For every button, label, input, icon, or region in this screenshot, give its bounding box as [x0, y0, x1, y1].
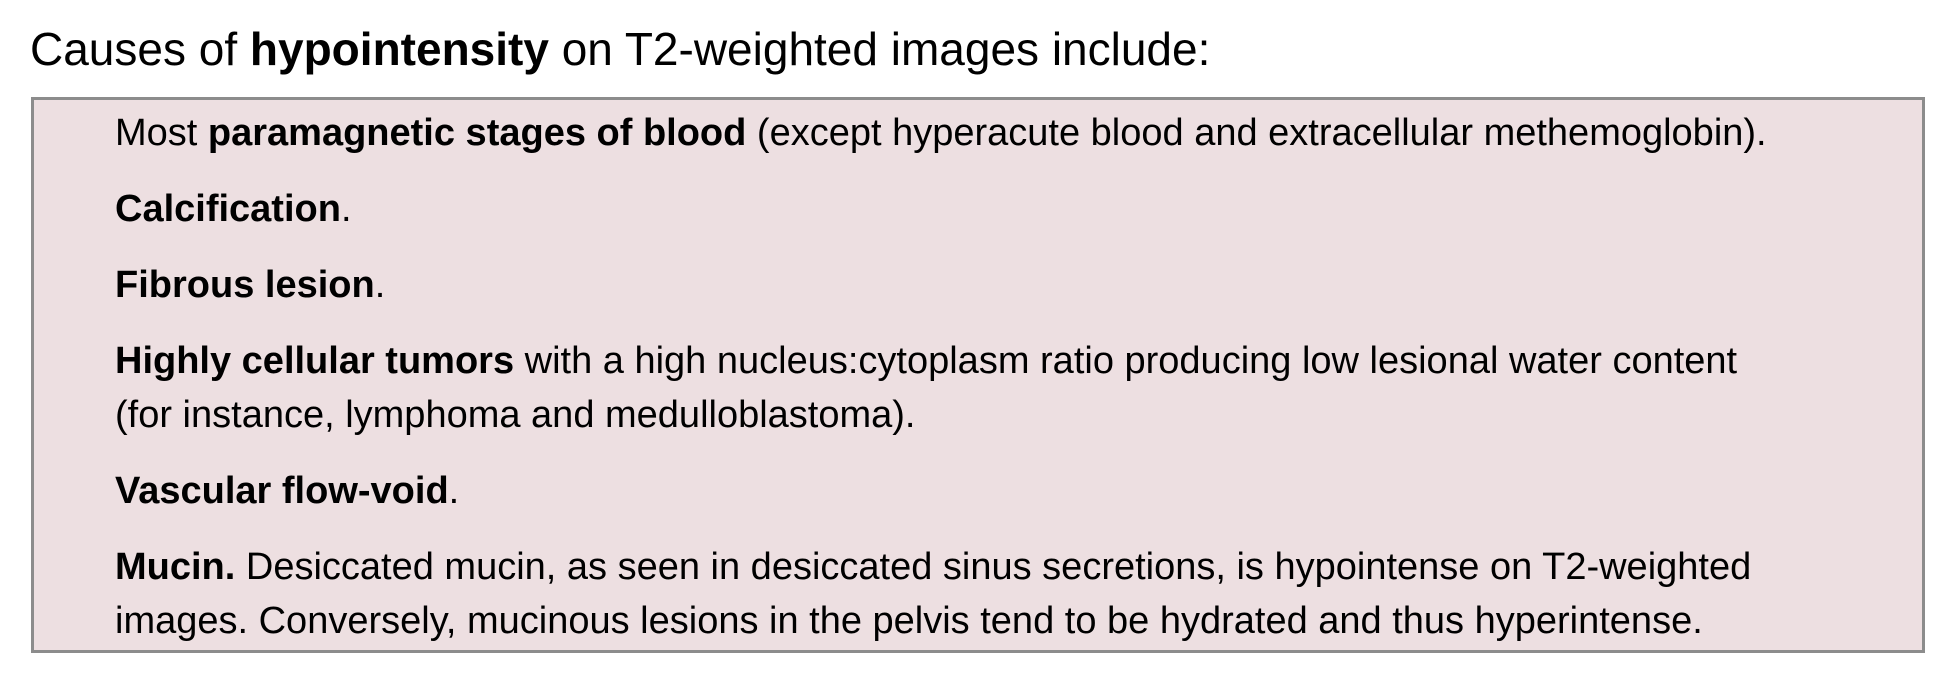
- heading-bold: hypointensity: [249, 23, 549, 75]
- item-bold: Fibrous lesion: [115, 264, 375, 306]
- item-bold: Mucin.: [115, 546, 236, 588]
- item-line-2: (for instance, lymphoma and medulloblast…: [115, 394, 916, 436]
- item-bold: paramagnetic stages of blood: [207, 112, 747, 154]
- item-bold: Calcification: [115, 188, 341, 230]
- heading-suffix: on T2-weighted images include:: [548, 23, 1211, 75]
- item-lead: Most: [115, 112, 208, 154]
- item-bold: Highly cellular tumors: [115, 340, 515, 382]
- item-line-2: images. Conversely, mucinous lesions in …: [115, 600, 1703, 642]
- causes-box: Most paramagnetic stages of blood (excep…: [31, 97, 1925, 653]
- item-mucin: Mucin. Desiccated mucin, as seen in desi…: [115, 540, 1905, 648]
- item-cellular-tumors: Highly cellular tumors with a high nucle…: [115, 334, 1905, 442]
- item-text: .: [374, 264, 386, 306]
- item-flow-void: Vascular flow-void.: [115, 464, 1905, 518]
- item-text: .: [340, 188, 352, 230]
- item-blood: Most paramagnetic stages of blood (excep…: [115, 106, 1905, 160]
- item-text: .: [448, 470, 460, 512]
- item-fibrous-lesion: Fibrous lesion.: [115, 258, 1905, 312]
- page-heading: Causes of hypointensity on T2-weighted i…: [30, 18, 1210, 80]
- item-bold: Vascular flow-void: [115, 470, 449, 512]
- item-text: (except hyperacute blood and extracellul…: [746, 112, 1767, 154]
- item-line-1: Highly cellular tumors with a high nucle…: [115, 334, 1905, 388]
- item-calcification: Calcification.: [115, 182, 1905, 236]
- item-text: with a high nucleus:cytoplasm ratio prod…: [514, 340, 1738, 382]
- heading-prefix: Causes of: [30, 23, 250, 75]
- item-text: Desiccated mucin, as seen in desiccated …: [235, 546, 1752, 588]
- item-line-1: Mucin. Desiccated mucin, as seen in desi…: [115, 540, 1905, 594]
